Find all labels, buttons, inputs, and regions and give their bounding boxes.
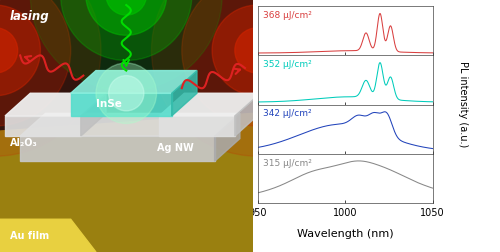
Text: 315 μJ/cm²: 315 μJ/cm² xyxy=(263,159,312,168)
Circle shape xyxy=(86,0,166,35)
Polygon shape xyxy=(172,71,197,116)
Text: lasing: lasing xyxy=(10,10,50,23)
Polygon shape xyxy=(81,93,106,136)
Text: Au film: Au film xyxy=(10,231,49,241)
Bar xyxy=(0,0,252,171)
Circle shape xyxy=(152,0,364,156)
Polygon shape xyxy=(70,71,197,93)
Text: Wavelength (nm): Wavelength (nm) xyxy=(296,229,394,239)
Polygon shape xyxy=(0,113,252,252)
Circle shape xyxy=(0,28,18,73)
Circle shape xyxy=(60,0,192,60)
Text: 368 μJ/cm²: 368 μJ/cm² xyxy=(263,11,312,20)
Text: 342 μJ/cm²: 342 μJ/cm² xyxy=(263,109,312,118)
Text: PL intensity (a.u.): PL intensity (a.u.) xyxy=(458,61,468,148)
Polygon shape xyxy=(20,113,240,136)
Text: Al₂O₃: Al₂O₃ xyxy=(10,138,38,148)
Circle shape xyxy=(0,0,101,156)
Circle shape xyxy=(30,0,222,91)
Circle shape xyxy=(106,0,146,15)
Polygon shape xyxy=(20,136,214,161)
Circle shape xyxy=(212,5,303,96)
Text: InSe: InSe xyxy=(96,99,122,109)
Circle shape xyxy=(235,28,281,73)
Polygon shape xyxy=(5,116,81,136)
Polygon shape xyxy=(159,93,260,116)
Polygon shape xyxy=(70,93,172,116)
Polygon shape xyxy=(214,113,240,161)
Circle shape xyxy=(0,0,70,126)
Polygon shape xyxy=(5,93,106,116)
Polygon shape xyxy=(235,93,260,136)
Circle shape xyxy=(96,63,156,123)
Circle shape xyxy=(0,5,40,96)
Circle shape xyxy=(108,76,144,111)
Text: 352 μJ/cm²: 352 μJ/cm² xyxy=(263,60,312,69)
Text: Ag NW: Ag NW xyxy=(156,143,194,153)
Circle shape xyxy=(182,0,334,126)
Polygon shape xyxy=(159,116,235,136)
Polygon shape xyxy=(0,219,96,252)
